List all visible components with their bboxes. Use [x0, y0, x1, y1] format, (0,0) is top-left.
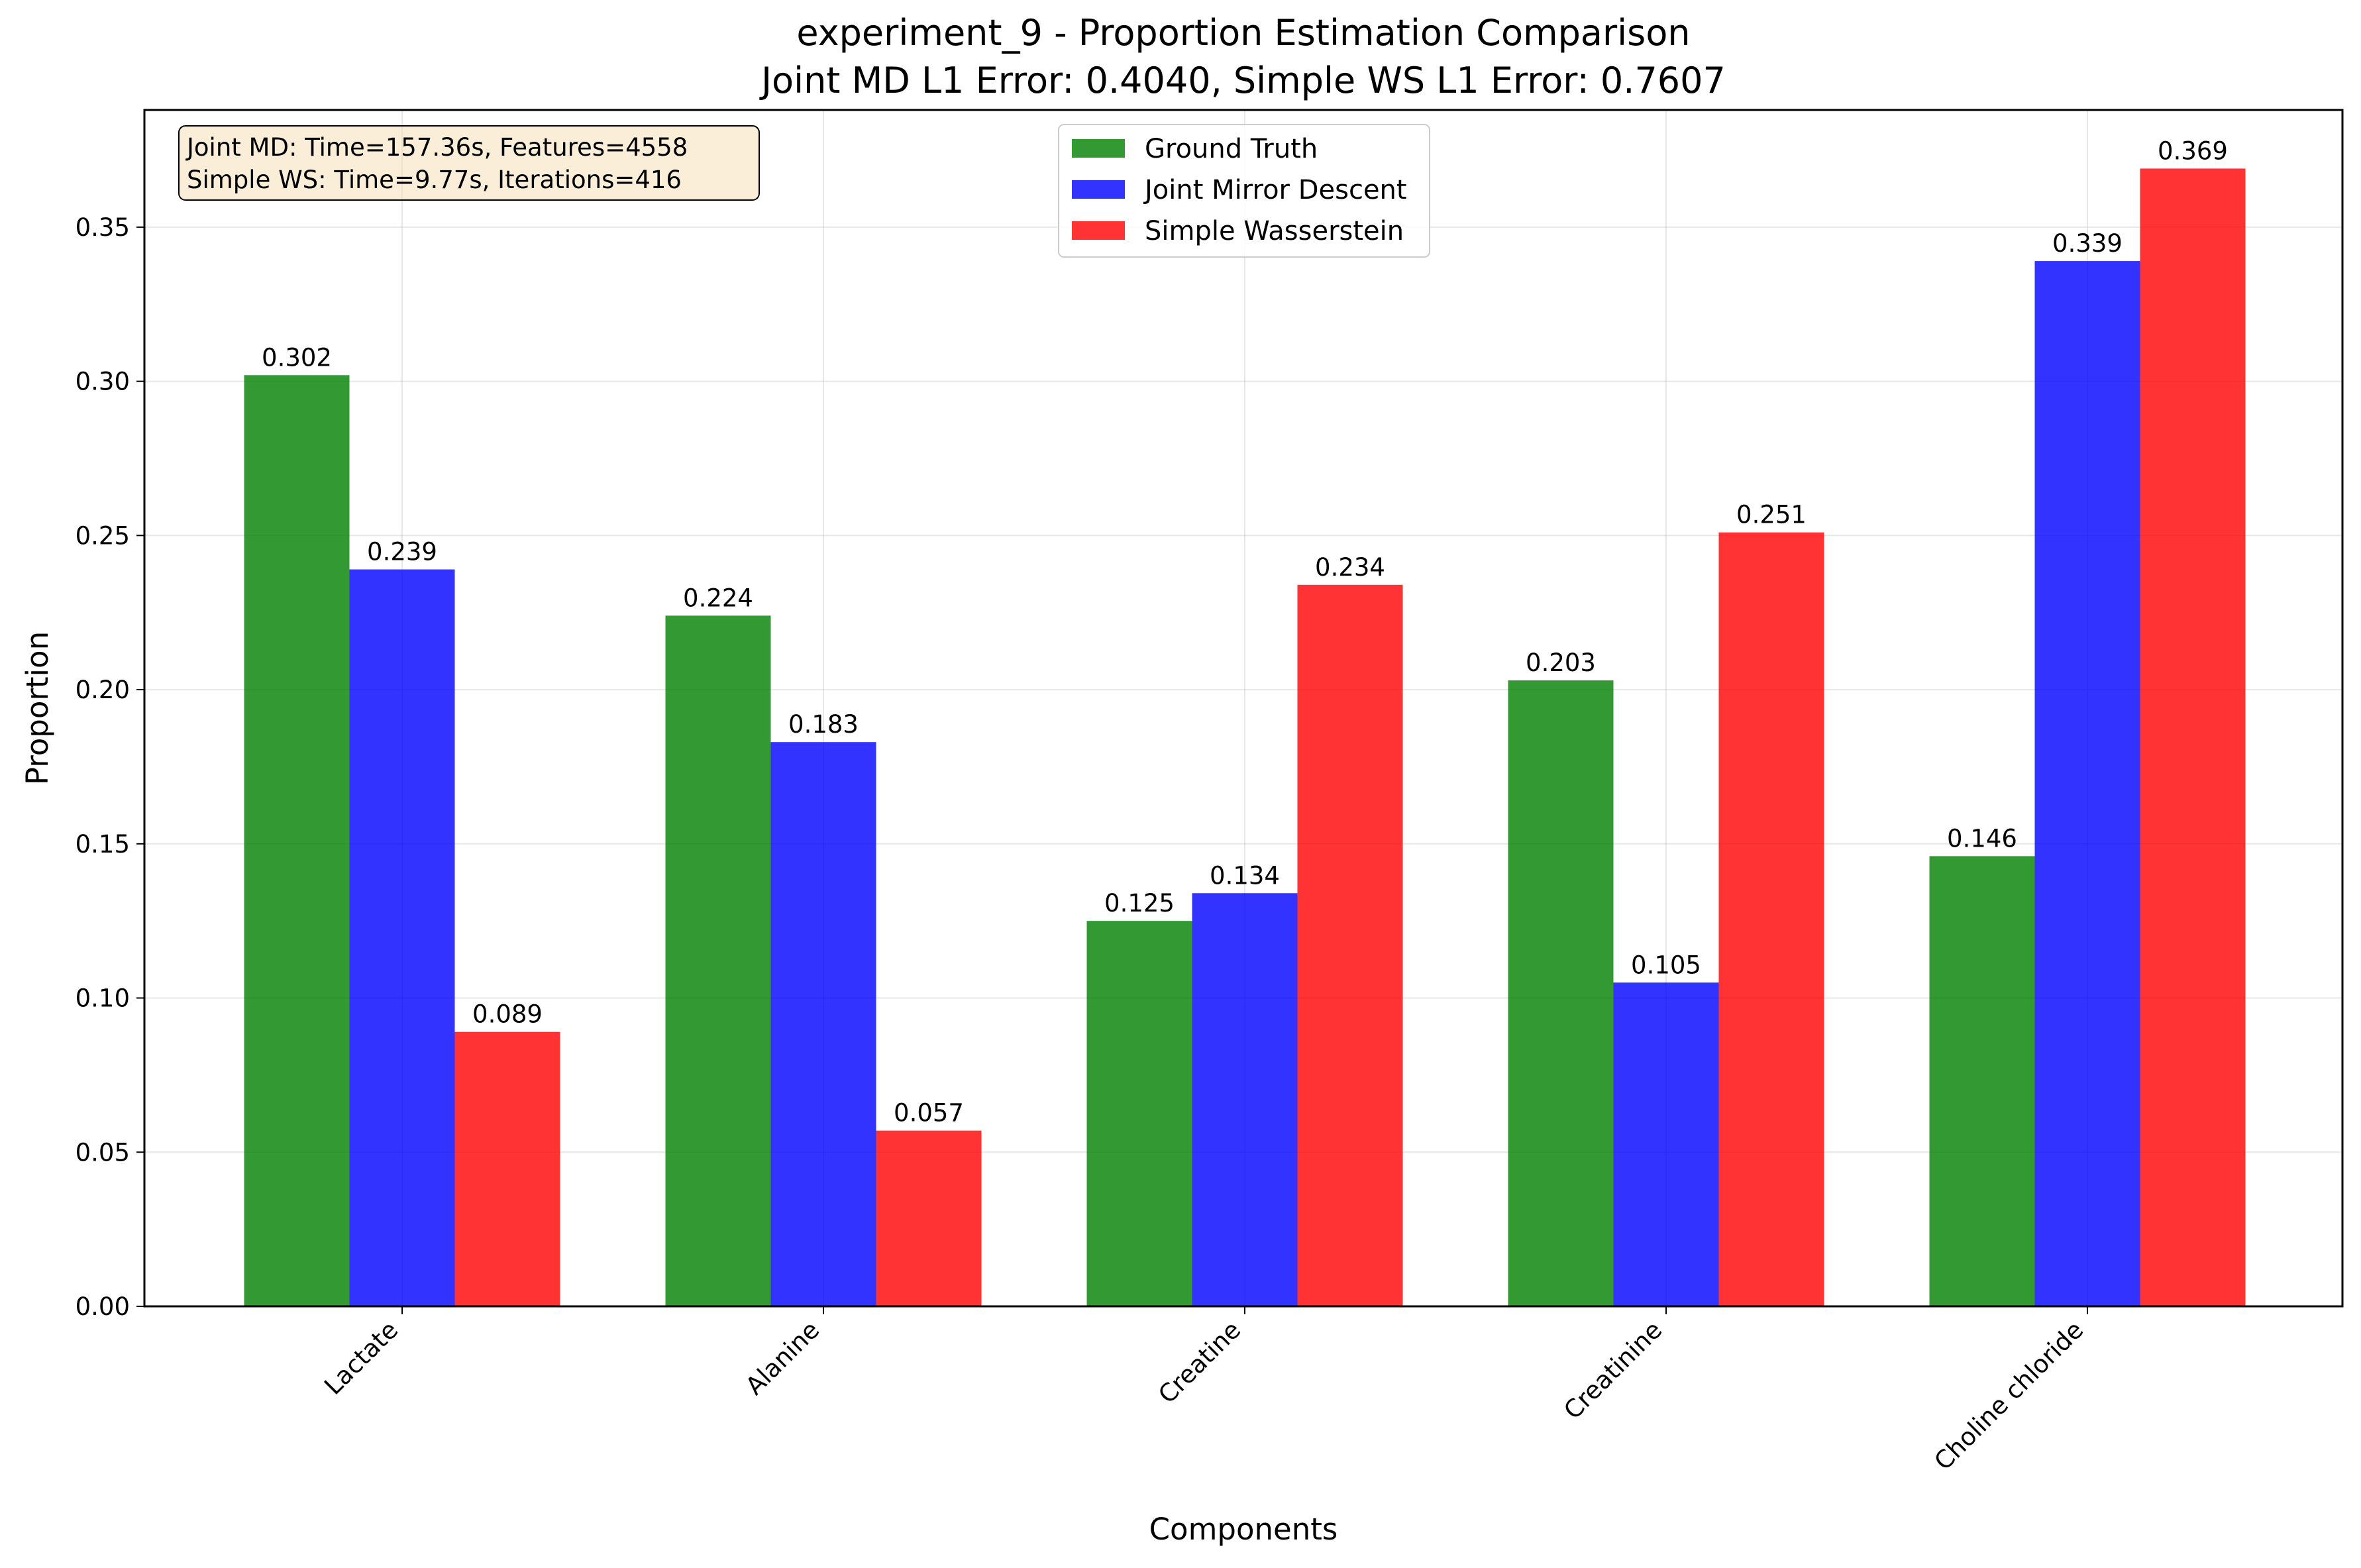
bar-joint-mirror-descent-creatinine: [1613, 982, 1719, 1306]
y-tick-label: 0.25: [76, 521, 130, 550]
legend-frame: [1058, 124, 1430, 258]
y-tick-label: 0.20: [76, 676, 130, 704]
y-tick-label: 0.00: [76, 1292, 130, 1321]
bar-simple-wasserstein-creatinine: [1718, 532, 1824, 1306]
bar-label-simple-wasserstein-creatine: 0.234: [1315, 553, 1385, 582]
bar-label-simple-wasserstein-choline-chloride: 0.369: [2158, 136, 2228, 165]
bar-label-joint-mirror-descent-creatine: 0.134: [1210, 861, 1280, 890]
bars-layer: [244, 168, 2246, 1307]
bar-label-joint-mirror-descent-alanine: 0.183: [788, 710, 859, 739]
legend-swatch-ground-truth: [1072, 139, 1125, 158]
legend: Ground Truth Joint Mirror Descent Simple…: [1058, 124, 1430, 258]
bar-label-simple-wasserstein-lactate: 0.089: [472, 1000, 543, 1029]
chart-subtitle: Joint MD L1 Error: 0.4040, Simple WS L1 …: [759, 60, 1726, 101]
bar-label-ground-truth-creatine: 0.125: [1104, 889, 1175, 917]
bar-joint-mirror-descent-choline-chloride: [2034, 261, 2140, 1306]
bar-simple-wasserstein-creatine: [1297, 584, 1403, 1306]
plot-frame: [143, 109, 2344, 1308]
bar-label-simple-wasserstein-alanine: 0.057: [894, 1099, 964, 1127]
info-box-frame: [178, 125, 760, 201]
y-tick-label: 0.15: [76, 830, 130, 859]
legend-swatch-joint-mirror-descent: [1072, 180, 1125, 199]
info-line-simple-ws: Simple WS: Time=9.77s, Iterations=416: [187, 166, 682, 194]
x-axis-label: Components: [1149, 1512, 1338, 1547]
bar-ground-truth-alanine: [665, 615, 771, 1306]
bar-label-ground-truth-lactate: 0.302: [262, 343, 332, 372]
chart-title: experiment_9 - Proportion Estimation Com…: [796, 12, 1690, 54]
bar-ground-truth-creatinine: [1508, 680, 1614, 1306]
bar-simple-wasserstein-alanine: [876, 1130, 982, 1306]
bar-joint-mirror-descent-creatine: [1192, 893, 1298, 1306]
bar-label-ground-truth-alanine: 0.224: [683, 584, 753, 612]
legend-swatch-simple-wasserstein: [1072, 221, 1125, 240]
bar-labels-layer: 0.302 0.224 0.125 0.203 0.146 0.239 0.183 0.134…: [262, 136, 2228, 1127]
bar-simple-wasserstein-choline-chloride: [2140, 168, 2246, 1307]
y-tick-label: 0.35: [76, 213, 130, 242]
bar-label-joint-mirror-descent-choline-chloride: 0.339: [2052, 229, 2123, 258]
bar-ground-truth-lactate: [244, 375, 350, 1306]
legend-label-ground-truth: Ground Truth: [1145, 134, 1318, 164]
bar-label-ground-truth-choline-chloride: 0.146: [1947, 824, 2017, 853]
legend-label-simple-wasserstein: Simple Wasserstein: [1145, 216, 1404, 246]
y-axis-label: Proportion: [20, 631, 55, 785]
bar-joint-mirror-descent-alanine: [770, 742, 876, 1306]
y-tick-label: 0.30: [76, 368, 130, 396]
y-tick-label: 0.10: [76, 984, 130, 1013]
info-line-joint-md: Joint MD: Time=157.36s, Features=4558: [185, 133, 688, 162]
bar-label-joint-mirror-descent-creatinine: 0.105: [1631, 951, 1701, 979]
info-box: Joint MD: Time=157.36s, Features=4558 Si…: [178, 125, 760, 201]
bar-ground-truth-creatine: [1086, 921, 1192, 1306]
y-tick-label: 0.05: [76, 1138, 130, 1167]
bar-label-simple-wasserstein-creatinine: 0.251: [1736, 501, 1807, 529]
legend-label-joint-mirror-descent: Joint Mirror Descent: [1143, 175, 1407, 205]
bar-label-ground-truth-creatinine: 0.203: [1526, 649, 1596, 677]
bar-label-joint-mirror-descent-lactate: 0.239: [367, 538, 437, 566]
bar-joint-mirror-descent-lactate: [349, 569, 455, 1306]
bar-ground-truth-choline-chloride: [1929, 856, 2035, 1306]
y-axis-ticks: 0.00 0.05 0.10 0.15 0.20 0.25 0.30 0.35: [76, 213, 144, 1321]
bar-simple-wasserstein-lactate: [454, 1031, 560, 1306]
